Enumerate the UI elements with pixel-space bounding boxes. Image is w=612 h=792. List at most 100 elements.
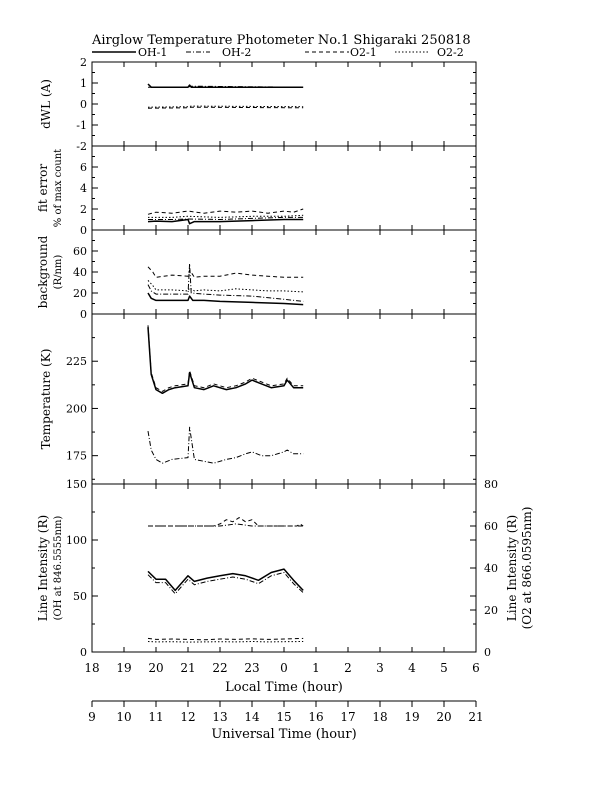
universal-time-axis-label: Universal Time (hour) [211,727,356,742]
universal-time-tick-label: 17 [340,710,355,724]
panel-frame-fit-error [91,145,477,231]
series-intensity-oh-1 [147,568,304,592]
right-y-axis-label: (O2 at 866.0595nm) [520,507,534,630]
y-tick-label: 1 [80,77,87,90]
y-tick-label: 4 [80,182,87,195]
y-tick-label: 0 [80,224,87,237]
series-temperature-o2-1 [147,325,304,392]
universal-time-tick-label: 11 [148,710,163,724]
legend-label-o2-2: O2-2 [437,46,464,59]
series-dwl-o2-1 [147,106,304,109]
universal-time-tick-label: 18 [372,710,387,724]
local-time-tick-label: 2 [344,661,352,675]
universal-time-tick-label: 10 [116,710,131,724]
y-axis-label: Line Intensity (R) [36,515,50,621]
local-time-tick-label: 5 [440,661,448,675]
local-time-tick-label: 3 [376,661,384,675]
y-tick-label: 175 [66,450,87,463]
series-intensity-oh-2 [147,572,304,595]
legend-label-oh-1: OH-1 [138,46,167,59]
universal-time-tick-label: 16 [308,710,323,724]
local-time-tick-label: 20 [148,661,163,675]
series-background-o2-2 [147,280,304,293]
series-background-oh-2 [147,263,304,302]
local-time-tick-label: 4 [408,661,416,675]
y-tick-label: 20 [73,287,87,300]
universal-time-tick-label: 21 [468,710,483,724]
series-dwl-oh-1 [147,83,304,88]
local-time-tick-label: 21 [180,661,195,675]
chart-title: Airglow Temperature Photometer No.1 Shig… [91,33,471,48]
y-tick-label: 50 [73,590,87,603]
series-dwl-oh-2 [148,85,304,88]
local-time-tick-label: 23 [244,661,259,675]
local-time-tick-label: 19 [116,661,131,675]
panel-fit-error: 0 2 4 6 fit error% of max count [36,145,477,237]
local-time-axis-label: Local Time (hour) [225,680,343,695]
series-fit-error-oh-1 [147,218,304,225]
series-intensity-o2-2 [147,641,304,643]
legend-label-oh-2: OH-2 [222,46,251,59]
y-tick-label: 225 [66,355,87,368]
panel-temperature: 175 200 225 Temperature (K) [39,313,477,485]
y-tick-label: 2 [80,56,87,69]
right-y-tick-label: 60 [484,520,498,533]
universal-time-tick-label: 15 [276,710,291,724]
y-axis-label: background [36,235,50,308]
y-axis-label: dWL (A) [39,79,53,129]
right-y-tick-label: 20 [484,604,498,617]
local-time-tick-label: 0 [280,661,288,675]
right-y-tick-label: 80 [484,478,498,491]
y-axis-label: % of max count [53,149,64,227]
y-tick-label: 2 [80,203,87,216]
y-tick-label: 150 [66,478,87,491]
universal-time-tick-label: 19 [404,710,419,724]
universal-time-tick-label: 9 [88,710,96,724]
local-time-tick-label: 22 [212,661,227,675]
panel-frame-intensity [91,483,477,653]
legend-label-o2-1: O2-1 [350,46,377,59]
series-temperature-oh-1 [147,327,304,395]
plot-panels: -2 -1 0 1 2 dWL (A) 0 2 4 6 fit error% of max coun… [36,56,534,659]
right-y-axis-label: Line Intensity (R) [505,515,519,621]
local-time-tick-label: 6 [472,661,480,675]
y-tick-label: 100 [66,534,87,547]
y-tick-label: 60 [73,245,87,258]
panel-frame-temperature [91,313,477,485]
universal-time-tick-label: 13 [212,710,227,724]
right-y-tick-label: 0 [484,646,491,659]
y-tick-label: -2 [76,140,87,153]
universal-time-tick-label: 12 [180,710,195,724]
local-time-tick-label: 1 [312,661,320,675]
panel-background: 0 20 40 60 background (R/nm) [36,229,477,321]
y-tick-label: 40 [73,266,87,279]
y-tick-label: -1 [76,119,87,132]
local-time-tick-label: 18 [84,661,99,675]
y-axis-label: Temperature (K) [39,349,53,450]
series-intensity-o2-2 [148,523,304,527]
panel-frame-background [91,229,477,315]
y-tick-label: 200 [66,402,87,415]
y-tick-label: 0 [80,98,87,111]
y-tick-label: 0 [80,308,87,321]
right-y-tick-label: 40 [484,562,498,575]
y-tick-label: 0 [80,646,87,659]
y-axis-label: fit error [36,164,50,212]
series-fit-error-oh-2 [148,216,304,220]
series-fit-error-o2-1 [147,208,304,215]
series-background-oh-1 [147,292,304,306]
panel-dwl: -2 -1 0 1 2 dWL (A) [39,56,477,153]
y-axis-label: (R/nm) [53,255,64,290]
series-dwl-o2-2 [147,105,304,108]
y-axis-label: (OH at 846.5555nm) [53,516,64,621]
y-tick-label: 6 [80,161,87,174]
panel-frame-dwl [91,61,477,147]
series-intensity-o2-1 [147,637,304,641]
universal-time-tick-label: 14 [244,710,260,724]
series-background-o2-1 [147,266,304,278]
legend: OH-1 OH-2 O2-1 O2-2 [92,46,464,59]
universal-time-tick-label: 20 [436,710,451,724]
